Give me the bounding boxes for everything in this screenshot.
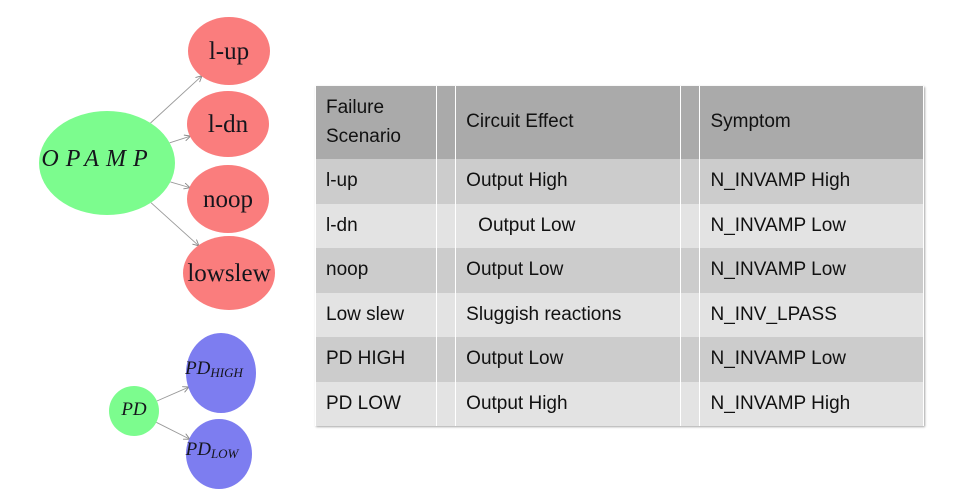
svg-text:noop: noop <box>203 186 253 213</box>
svg-text:PD: PD <box>120 399 147 420</box>
svg-text:OPAMP: OPAMP <box>41 146 154 172</box>
svg-text:l-dn: l-dn <box>208 111 249 138</box>
svg-text:l-up: l-up <box>209 38 249 65</box>
svg-text:lowslew: lowslew <box>187 260 270 287</box>
